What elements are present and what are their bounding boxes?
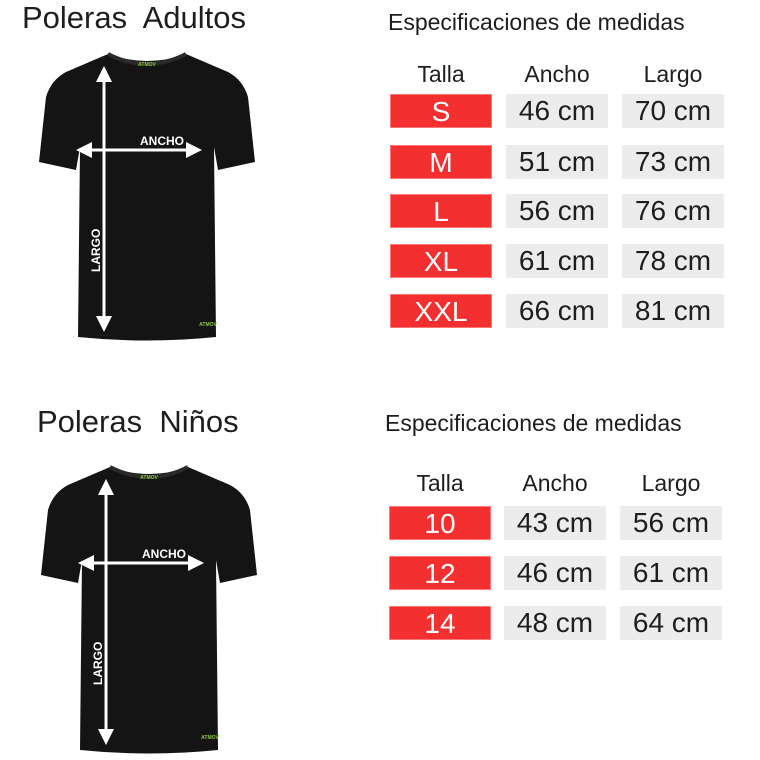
- size-cell: M: [390, 145, 492, 179]
- length-arrow: [96, 66, 112, 332]
- length-cell: 61 cm: [620, 556, 722, 590]
- width-arrow: [78, 555, 204, 571]
- header-ancho: Ancho: [522, 470, 588, 496]
- size-cell: S: [390, 94, 492, 128]
- size-cell: 10: [389, 506, 491, 540]
- header-ancho: Ancho: [524, 61, 590, 87]
- length-cell: 76 cm: [622, 194, 724, 228]
- width-cell: 46 cm: [504, 556, 606, 590]
- adults-shirt-diagram: ANCHO LARGO ATMOV ATMOV: [38, 52, 256, 342]
- svg-text:ATMOV: ATMOV: [138, 62, 156, 68]
- svg-text:ATMOV: ATMOV: [201, 735, 219, 741]
- length-label: LARGO: [89, 229, 103, 272]
- width-cell: 61 cm: [506, 244, 608, 278]
- svg-text:ATMOV: ATMOV: [140, 475, 158, 481]
- header-talla: Talla: [417, 61, 465, 87]
- svg-text:ATMOV: ATMOV: [199, 322, 217, 328]
- width-cell: 46 cm: [506, 94, 608, 128]
- width-cell: 51 cm: [506, 145, 608, 179]
- size-cell: 14: [389, 606, 491, 640]
- header-largo: Largo: [643, 61, 703, 87]
- length-cell: 64 cm: [620, 606, 722, 640]
- size-cell: XXL: [390, 294, 492, 328]
- adults-spec-title: Especificaciones de medidas: [388, 9, 685, 35]
- kids-title: Poleras Niños: [37, 404, 239, 439]
- width-cell: 56 cm: [506, 194, 608, 228]
- kids-spec-title: Especificaciones de medidas: [385, 410, 682, 436]
- width-label: ANCHO: [140, 134, 184, 148]
- adults-title: Poleras Adultos: [22, 0, 247, 35]
- width-cell: 43 cm: [504, 506, 606, 540]
- width-label: ANCHO: [142, 547, 186, 561]
- header-talla: Talla: [416, 470, 464, 496]
- tshirt-icon: ANCHO LARGO ATMOV ATMOV: [39, 52, 255, 341]
- length-cell: 70 cm: [622, 94, 724, 128]
- width-arrow: [76, 142, 202, 158]
- tshirt-icon: ANCHO LARGO ATMOV ATMOV: [41, 465, 257, 754]
- length-label: LARGO: [91, 642, 105, 685]
- length-arrow: [98, 479, 114, 745]
- length-cell: 78 cm: [622, 244, 724, 278]
- size-cell: XL: [390, 244, 492, 278]
- width-cell: 66 cm: [506, 294, 608, 328]
- length-cell: 81 cm: [622, 294, 724, 328]
- size-cell: L: [390, 194, 492, 228]
- size-cell: 12: [389, 556, 491, 590]
- kids-shirt-diagram: ANCHO LARGO ATMOV ATMOV: [40, 465, 258, 754]
- header-largo: Largo: [641, 470, 701, 496]
- length-cell: 56 cm: [620, 506, 722, 540]
- width-cell: 48 cm: [504, 606, 606, 640]
- length-cell: 73 cm: [622, 145, 724, 179]
